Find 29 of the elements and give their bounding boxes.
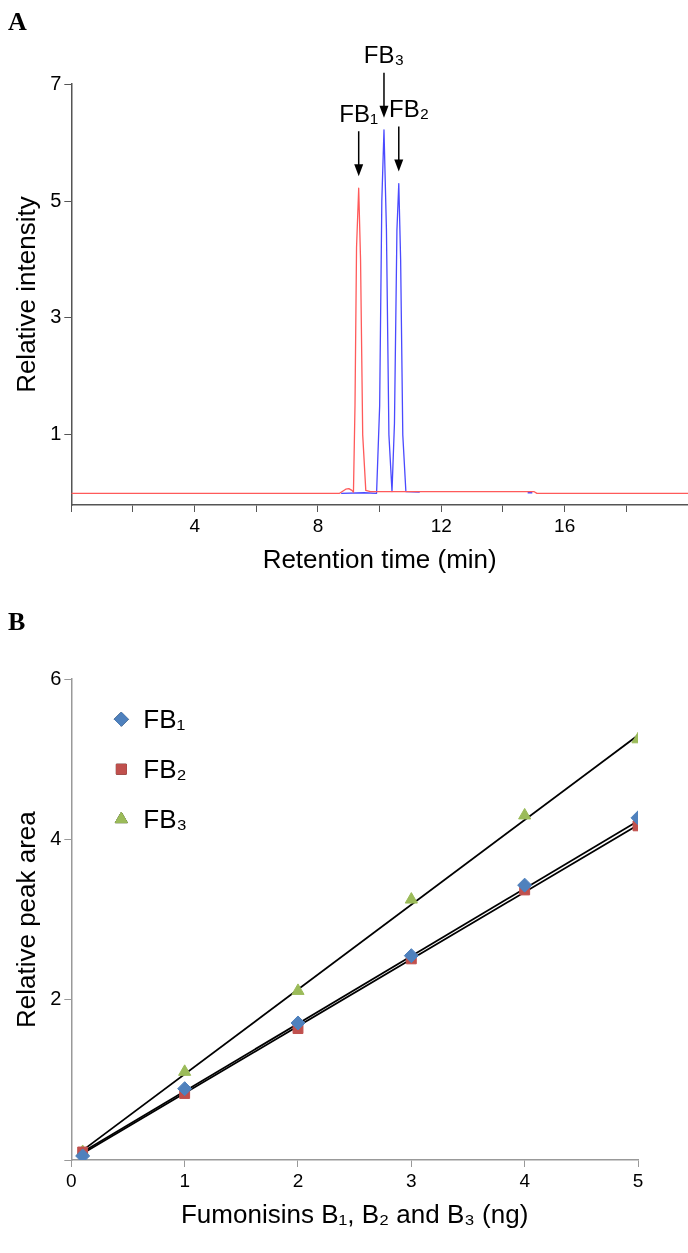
x-tick-label: 2	[292, 1169, 304, 1191]
x-tick-label: 3	[406, 1169, 417, 1191]
chart-title: B	[8, 607, 26, 637]
x-tick-label: 5	[632, 1169, 644, 1191]
y-axis-title: Relative peak area	[10, 810, 41, 1029]
x-axis-title: Retention time (min)	[262, 543, 497, 574]
x-tick-label: 4	[519, 1169, 531, 1191]
y-tick-label: 4	[50, 826, 62, 849]
x-tick-label: 0	[66, 1169, 77, 1191]
y-tick-label: 3	[50, 305, 62, 328]
y-tick-label: 2	[50, 987, 62, 1010]
x-tick-label: 4	[189, 514, 201, 536]
x-tick-label: 1	[179, 1169, 190, 1191]
legend-label: FB₂	[143, 754, 187, 785]
legend-label: FB₁	[143, 704, 186, 735]
y-tick-label: 7	[50, 71, 62, 94]
annotation: FB₃	[363, 41, 405, 69]
x-tick-label: 8	[312, 514, 324, 536]
y-tick-label: 6	[50, 666, 62, 689]
y-tick-label: 5	[50, 188, 62, 211]
annotation: FB₁	[339, 99, 379, 127]
x-tick-label: 12	[430, 514, 452, 536]
y-axis-title: Relative intensity	[10, 196, 41, 393]
legend-label: FB₃	[143, 804, 188, 835]
y-tick-label: 1	[50, 422, 62, 445]
chart-title: A	[8, 7, 27, 37]
x-axis-title: Fumonisins B₁, B₂ and B₃ (ng)	[180, 1198, 529, 1229]
annotation: FB₂	[388, 95, 429, 123]
x-tick-label: 16	[554, 514, 576, 536]
